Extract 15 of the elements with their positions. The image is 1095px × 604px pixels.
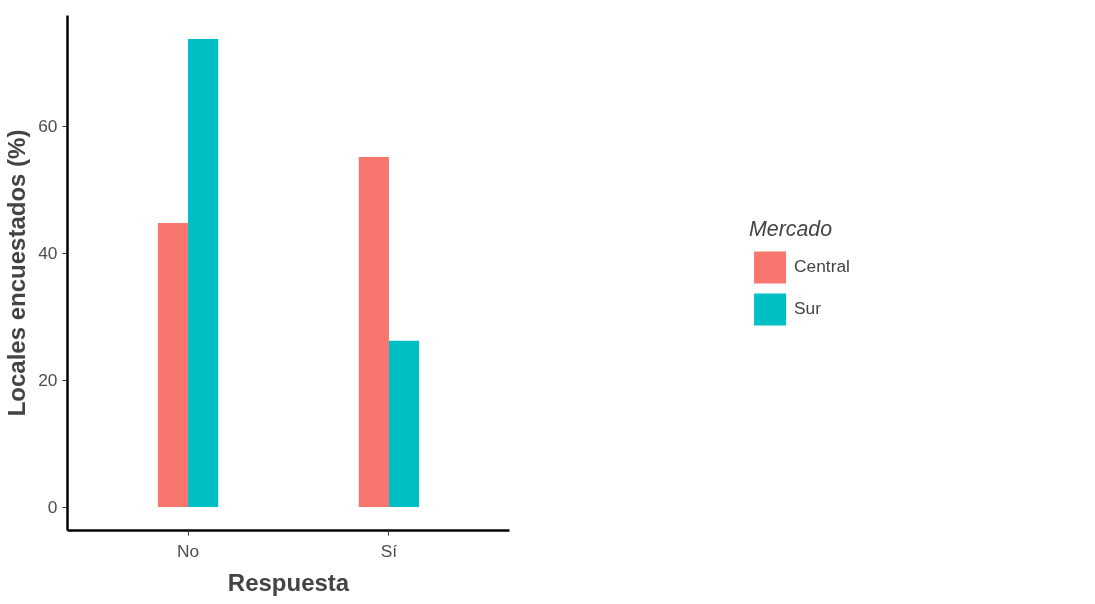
bar	[157, 222, 189, 508]
x-axis-title: Respuesta	[227, 568, 350, 596]
legend-label: Sur	[794, 298, 822, 319]
y-tick-label: 20	[38, 370, 58, 391]
y-tick-label: 60	[38, 116, 58, 137]
bar	[388, 340, 420, 508]
bar	[358, 156, 389, 508]
y-tick-label: 0	[47, 497, 58, 518]
legend-title: Mercado	[749, 216, 834, 242]
x-tick-label: No	[176, 540, 200, 561]
legend-label: Central	[794, 256, 850, 277]
bar	[188, 38, 219, 508]
x-tick-label: Sí	[380, 540, 398, 561]
y-tick-label: 40	[38, 243, 58, 264]
y-axis-title: Locales encuestados (%)	[3, 129, 31, 417]
